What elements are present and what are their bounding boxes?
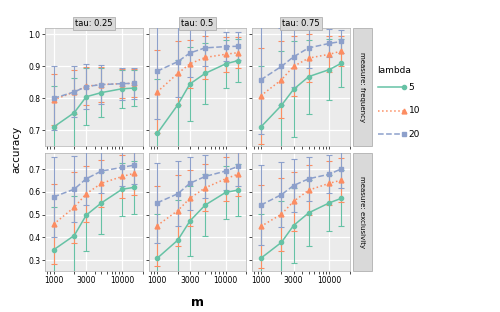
Title: tau: 0.25: tau: 0.25 <box>75 19 112 28</box>
Text: measure: frequency: measure: frequency <box>359 52 365 122</box>
Text: m: m <box>191 296 204 309</box>
Text: measure: exclusivity: measure: exclusivity <box>359 176 365 248</box>
Title: tau: 0.75: tau: 0.75 <box>282 19 320 28</box>
Title: tau: 0.5: tau: 0.5 <box>182 19 214 28</box>
Text: 10: 10 <box>408 106 420 115</box>
Text: 5: 5 <box>408 83 414 92</box>
Text: lambda: lambda <box>378 66 412 75</box>
Text: accuracy: accuracy <box>11 126 21 173</box>
Text: 20: 20 <box>408 130 420 139</box>
